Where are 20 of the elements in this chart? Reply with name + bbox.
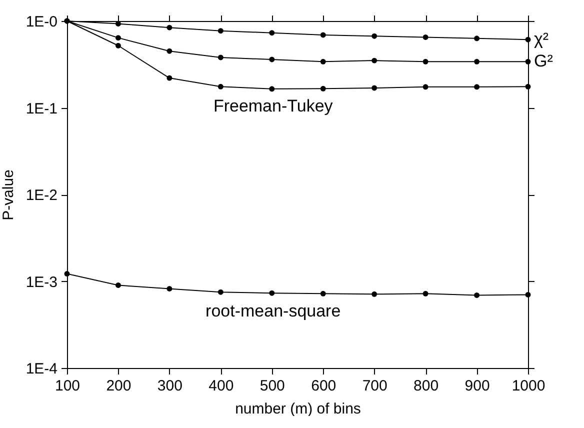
x-tick-label: 400 — [208, 378, 234, 394]
legend-label: χ² — [534, 30, 549, 49]
x-tick-label: 500 — [260, 378, 285, 394]
y-tick-label: 1E-1 — [26, 100, 58, 118]
y-tick-label: 1E-2 — [26, 187, 58, 204]
x-tick-label: 1000 — [512, 378, 546, 394]
x-tick-label: 800 — [414, 378, 439, 394]
x-tick-label: 600 — [311, 378, 336, 394]
series-label: root-mean-square — [206, 302, 341, 321]
x-tick-label: 900 — [464, 378, 490, 394]
y-tick-label: 1E-0 — [26, 14, 58, 30]
series-label: Freeman-Tukey — [213, 96, 334, 116]
series-label: G² — [534, 52, 554, 71]
y-axis-title: P-value — [0, 170, 17, 220]
y-tick-label: 1E-4 — [26, 360, 58, 378]
x-tick-label: 700 — [362, 378, 388, 394]
x-tick-label: 300 — [157, 378, 182, 394]
x-tick-label: 100 — [54, 378, 80, 394]
y-tick-label: 1E-3 — [26, 274, 58, 291]
x-tick-label: 200 — [106, 378, 132, 394]
